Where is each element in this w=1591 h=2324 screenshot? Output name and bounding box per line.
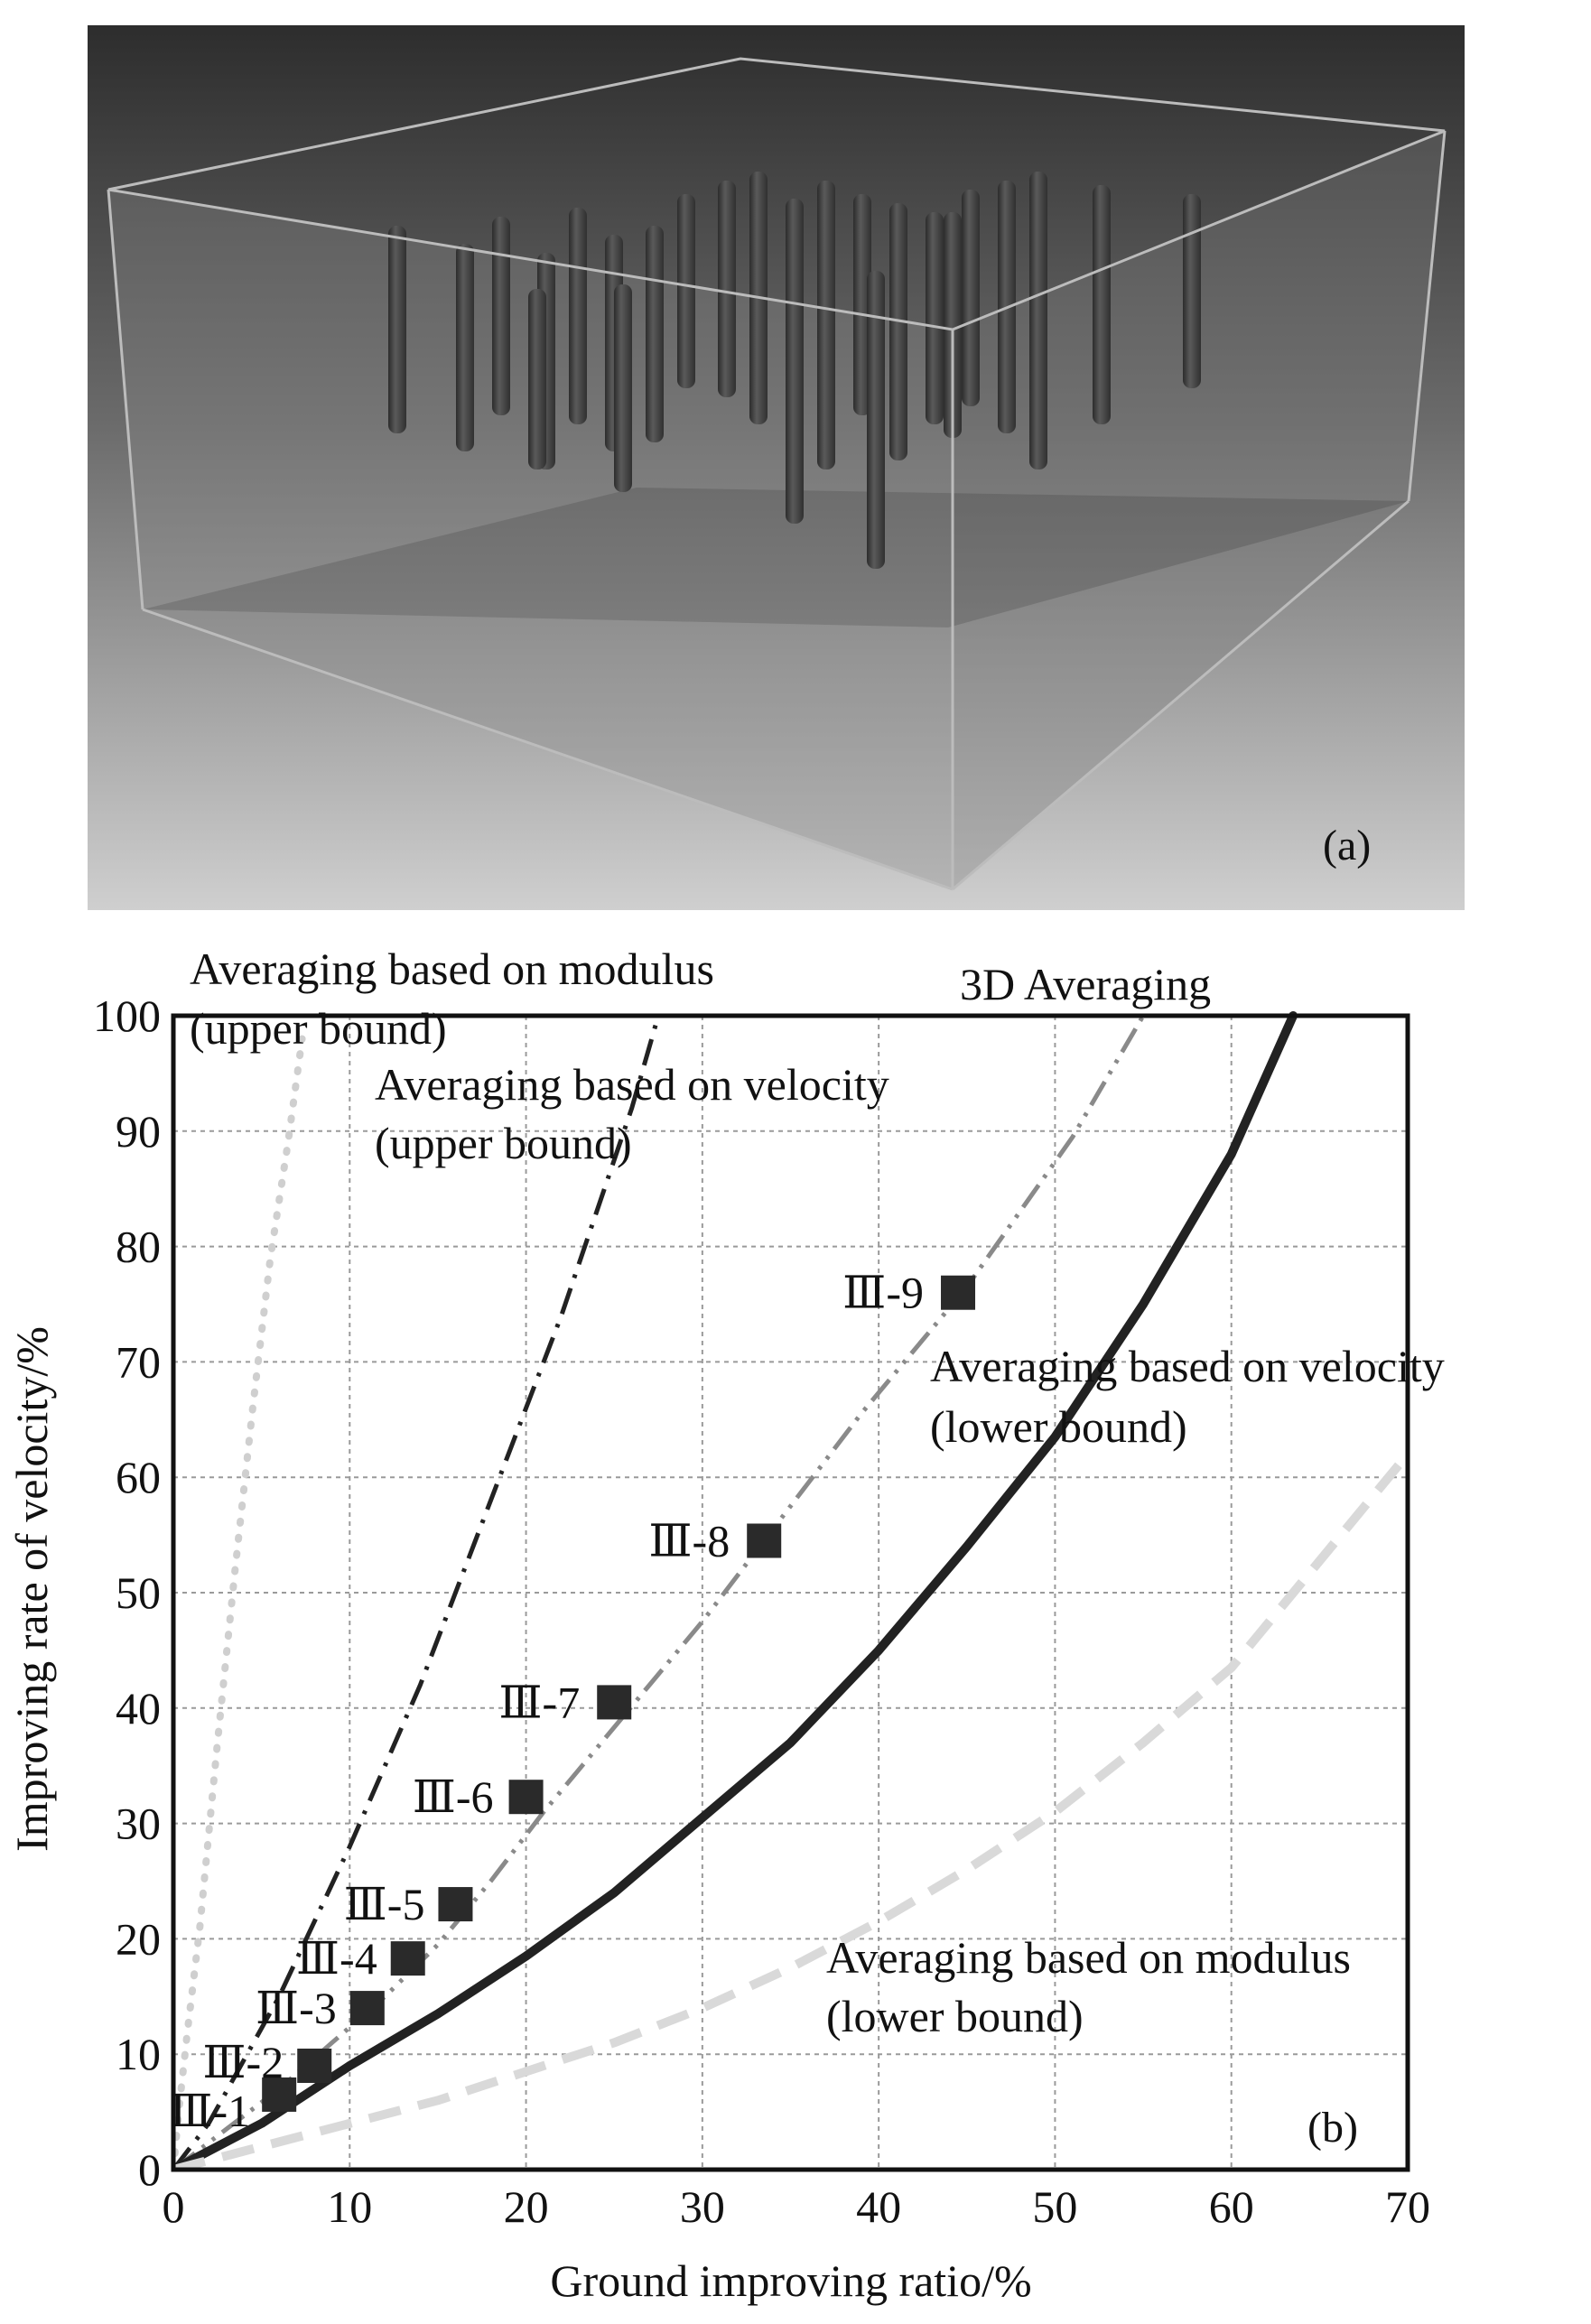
model-box-edge xyxy=(142,608,954,891)
stone-column xyxy=(889,203,907,460)
y-tick-label: 30 xyxy=(116,1799,161,1849)
stone-column xyxy=(677,194,695,388)
y-tick-label: 90 xyxy=(116,1106,161,1157)
panel-a-render: (a) xyxy=(88,25,1465,910)
model-box-floor xyxy=(143,488,1409,627)
stone-column xyxy=(569,208,587,424)
model-box-edge xyxy=(952,499,1410,891)
stone-column xyxy=(614,284,632,492)
stone-column xyxy=(492,217,510,415)
annotation-modulus-lower-bound: (lower bound) xyxy=(826,1991,1084,2041)
test-point-marker xyxy=(508,1780,544,1815)
x-tick-label: 20 xyxy=(504,2181,549,2232)
stone-column xyxy=(1183,194,1201,388)
x-tick-label: 0 xyxy=(163,2181,185,2232)
model-box-front-face xyxy=(108,190,953,889)
grid xyxy=(173,1016,1408,2170)
panel-b-label: (b) xyxy=(1307,2104,1358,2152)
annotation-modulus-lower: Averaging based on modulus xyxy=(826,1932,1351,1983)
y-tick-label: 0 xyxy=(138,2144,161,2195)
test-point-marker xyxy=(941,1275,976,1310)
test-point-marker xyxy=(297,2048,332,2083)
y-tick-label: 60 xyxy=(116,1452,161,1502)
test-point-label: Ⅲ-6 xyxy=(413,1771,494,1822)
x-axis-label: Ground improving ratio/% xyxy=(550,2255,1031,2306)
x-tick-label: 60 xyxy=(1209,2181,1254,2232)
series-velocity-upper-bound xyxy=(173,1015,661,2170)
stone-column xyxy=(1093,185,1111,424)
stone-column xyxy=(528,289,546,469)
test-point-marker xyxy=(747,1523,782,1558)
test-point-label: Ⅲ-1 xyxy=(169,2086,250,2136)
y-tick-label: 70 xyxy=(116,1336,161,1387)
test-point-label: Ⅲ-7 xyxy=(498,1677,580,1727)
x-tick-label: 50 xyxy=(1032,2181,1077,2232)
annotation-velocity-lower: Averaging based on velocity xyxy=(930,1341,1445,1391)
annotation-modulus-upper: Averaging based on modulus xyxy=(190,944,714,994)
render-background xyxy=(88,25,1465,910)
annotation-velocity-upper-bound: (upper bound) xyxy=(375,1118,632,1168)
annotation-modulus-upper-bound: (upper bound) xyxy=(190,1003,447,1054)
test-point-marker xyxy=(390,1941,425,1976)
stone-column xyxy=(718,181,736,397)
panel-a-label: (a) xyxy=(1323,822,1371,869)
model-box-edge xyxy=(1407,130,1447,502)
stone-column xyxy=(926,212,944,424)
test-point-marker xyxy=(262,2077,297,2112)
test-point-label: Ⅲ-2 xyxy=(202,2037,284,2087)
test-point-label: Ⅲ-9 xyxy=(842,1268,924,1318)
test-point-label: Ⅲ-5 xyxy=(344,1879,425,1929)
y-tick-label: 100 xyxy=(93,990,161,1041)
stone-column xyxy=(456,244,474,451)
y-axis-ticks: 0 10 20 30 40 50 60 70 80 90 100 xyxy=(93,990,161,2195)
x-tick-label: 30 xyxy=(680,2181,725,2232)
model-box-edge xyxy=(107,189,144,610)
y-tick-label: 20 xyxy=(116,1913,161,1964)
annotation-velocity-upper: Averaging based on velocity xyxy=(375,1059,889,1110)
stone-column xyxy=(944,212,962,438)
y-tick-label: 40 xyxy=(116,1683,161,1734)
model-box-right-face xyxy=(953,131,1445,889)
stone-column xyxy=(867,271,885,569)
y-tick-label: 80 xyxy=(116,1222,161,1272)
test-point-marker xyxy=(438,1887,473,1922)
plot-frame xyxy=(171,1013,1410,2172)
test-point-marker xyxy=(349,1991,385,2026)
x-tick-label: 40 xyxy=(856,2181,901,2232)
stone-column xyxy=(646,226,664,442)
test-point-label: Ⅲ-4 xyxy=(296,1933,377,1984)
test-point-label: Ⅲ-8 xyxy=(648,1515,730,1566)
x-axis-ticks: 0 10 20 30 40 50 60 70 xyxy=(163,2181,1431,2232)
stone-column xyxy=(388,226,406,433)
stone-column xyxy=(786,199,804,524)
stone-column xyxy=(817,181,835,469)
x-tick-label: 10 xyxy=(327,2181,372,2232)
x-tick-label: 70 xyxy=(1385,2181,1430,2232)
stone-column xyxy=(1029,172,1047,469)
stone-columns xyxy=(388,172,1201,569)
test-point-marker xyxy=(597,1685,632,1720)
y-tick-label: 50 xyxy=(116,1567,161,1618)
stone-column xyxy=(962,190,980,406)
series-modulus-upper-bound xyxy=(173,1035,306,2170)
y-axis-label: Improving rate of velocity/% xyxy=(6,1326,57,1852)
annotation-velocity-lower-bound: (lower bound) xyxy=(930,1401,1187,1452)
test-point-label: Ⅲ-3 xyxy=(256,1983,337,2033)
series-velocity-lower-bound xyxy=(173,1011,1298,2170)
annotation-3d-averaging: 3D Averaging xyxy=(960,959,1211,1009)
y-tick-label: 10 xyxy=(116,2029,161,2079)
